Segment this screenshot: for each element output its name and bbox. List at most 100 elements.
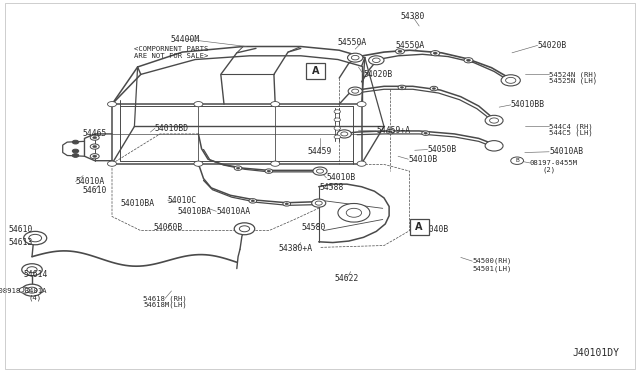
Bar (306, 63, 325, 79)
Text: 54380: 54380 (401, 12, 425, 21)
Text: 54459: 54459 (308, 147, 332, 156)
Circle shape (236, 167, 240, 169)
Text: 54010A: 54010A (76, 177, 105, 186)
Text: 54020B: 54020B (364, 70, 393, 79)
Circle shape (398, 50, 402, 52)
Bar (410, 219, 429, 235)
Circle shape (387, 129, 394, 134)
Text: 54400M: 54400M (171, 35, 200, 44)
Circle shape (357, 161, 366, 166)
Text: 54040B: 54040B (419, 225, 449, 234)
Circle shape (511, 157, 524, 164)
Text: <COMPORNENT PARTS: <COMPORNENT PARTS (134, 46, 209, 52)
Circle shape (338, 203, 370, 222)
Circle shape (346, 208, 362, 217)
Circle shape (234, 166, 242, 170)
Text: 54610: 54610 (8, 225, 33, 234)
Circle shape (348, 87, 362, 95)
Text: 54010C: 54010C (168, 196, 197, 205)
Text: 54010BA: 54010BA (120, 199, 154, 208)
Circle shape (396, 49, 404, 54)
Circle shape (194, 102, 203, 107)
Circle shape (29, 234, 42, 242)
Circle shape (369, 56, 384, 65)
Circle shape (430, 86, 438, 91)
Text: 54010B: 54010B (326, 173, 356, 182)
Circle shape (72, 140, 79, 144)
Circle shape (271, 102, 280, 107)
Text: 54550A: 54550A (338, 38, 367, 47)
Text: 54459+A: 54459+A (376, 126, 410, 135)
Circle shape (234, 223, 255, 235)
Text: 54010BD: 54010BD (155, 124, 189, 133)
Circle shape (72, 154, 79, 157)
Text: 54580: 54580 (301, 223, 326, 232)
Text: 54010B: 54010B (408, 155, 438, 164)
Circle shape (485, 141, 503, 151)
Text: (2): (2) (543, 166, 556, 173)
Text: 54618 (RH): 54618 (RH) (143, 295, 187, 302)
Text: B: B (515, 158, 519, 163)
Circle shape (398, 85, 406, 90)
Circle shape (22, 284, 42, 296)
Circle shape (334, 126, 340, 130)
Circle shape (194, 161, 203, 166)
Circle shape (313, 167, 327, 175)
Text: 54380+A: 54380+A (278, 244, 313, 253)
Circle shape (249, 199, 257, 203)
Text: 54614: 54614 (23, 270, 47, 279)
Circle shape (285, 203, 289, 205)
Text: A: A (312, 66, 319, 76)
Circle shape (334, 118, 340, 122)
Text: 54550A: 54550A (396, 41, 425, 50)
Text: 54060B: 54060B (153, 223, 182, 232)
Circle shape (433, 52, 437, 54)
Circle shape (317, 169, 323, 173)
Circle shape (388, 131, 392, 133)
Text: ARE NOT FOR SALE>: ARE NOT FOR SALE> (134, 53, 209, 59)
Circle shape (334, 135, 340, 139)
Circle shape (90, 154, 99, 159)
Text: 54010BB: 54010BB (511, 100, 545, 109)
Circle shape (283, 202, 291, 206)
Text: 54525N (LH): 54525N (LH) (549, 78, 597, 84)
Circle shape (352, 89, 359, 93)
Circle shape (341, 132, 348, 136)
Circle shape (334, 110, 340, 113)
Circle shape (271, 161, 280, 166)
Text: (4): (4) (29, 294, 42, 301)
Text: 54501(LH): 54501(LH) (472, 265, 512, 272)
Circle shape (464, 58, 473, 63)
Circle shape (337, 130, 351, 138)
Text: 54524N (RH): 54524N (RH) (549, 71, 597, 78)
Circle shape (93, 137, 97, 139)
Text: 54010BA: 54010BA (178, 207, 212, 216)
Circle shape (108, 102, 116, 107)
Circle shape (312, 199, 326, 207)
Circle shape (265, 169, 273, 173)
Circle shape (467, 59, 470, 61)
Circle shape (424, 132, 428, 134)
Text: N: N (22, 288, 26, 293)
Circle shape (108, 161, 116, 166)
Circle shape (239, 226, 250, 232)
Circle shape (357, 102, 366, 107)
Text: A: A (415, 222, 423, 232)
Circle shape (267, 170, 271, 172)
Circle shape (19, 287, 29, 293)
Circle shape (72, 149, 79, 153)
Text: 54010AA: 54010AA (216, 207, 250, 216)
Circle shape (27, 287, 37, 293)
Text: 54622: 54622 (335, 274, 359, 283)
Text: J40101DY: J40101DY (573, 348, 620, 357)
Circle shape (24, 231, 47, 245)
Circle shape (93, 145, 97, 148)
Text: 54465: 54465 (83, 129, 107, 138)
Text: N08918-3401A: N08918-3401A (0, 288, 47, 294)
Circle shape (422, 131, 429, 135)
Circle shape (432, 87, 436, 90)
Circle shape (485, 115, 503, 126)
Text: 54050B: 54050B (428, 145, 457, 154)
Circle shape (490, 118, 499, 123)
Text: 54618M(LH): 54618M(LH) (143, 302, 187, 308)
